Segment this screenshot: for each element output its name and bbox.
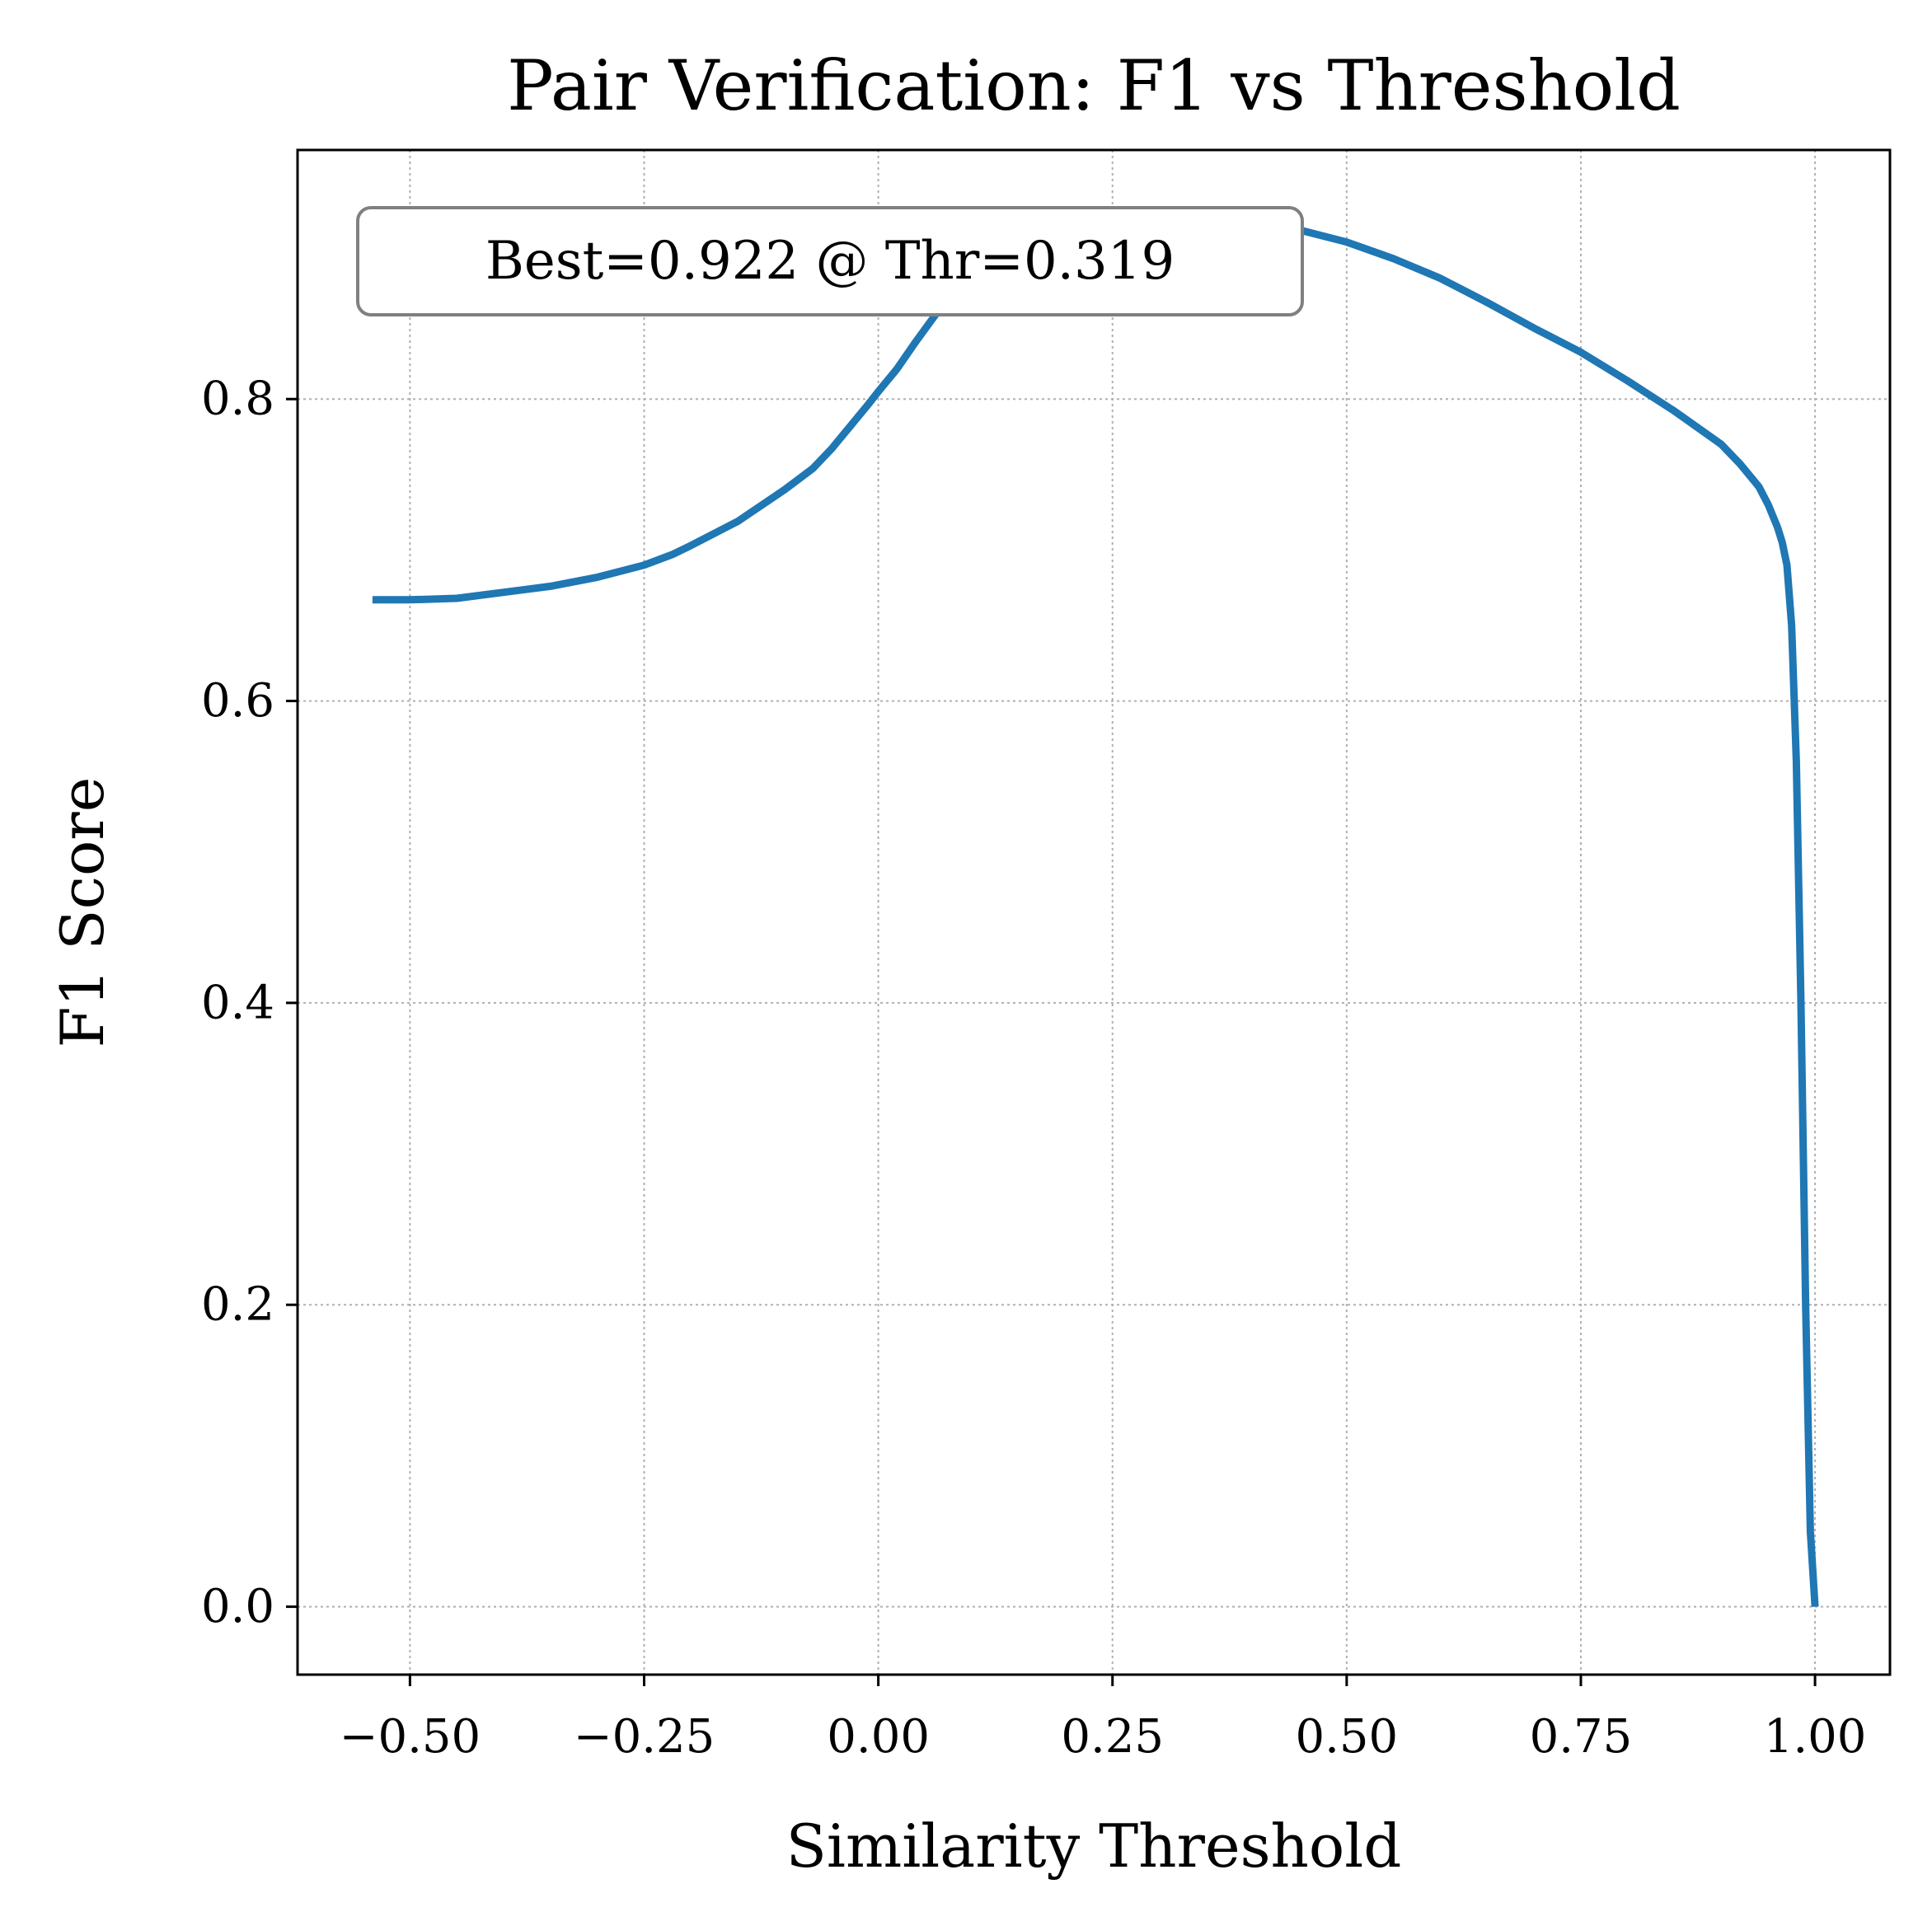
plot-frame [296, 148, 1892, 1676]
x-axis-label: Similarity Threshold [786, 1811, 1402, 1881]
x-tick-label: 0.50 [1296, 1710, 1399, 1764]
grid-lines [298, 150, 1890, 1675]
x-tick-label: 0.25 [1061, 1710, 1164, 1764]
y-tick-label: 0.2 [201, 1278, 274, 1332]
series-lines [372, 211, 1819, 1607]
f1-curve-line [372, 211, 1819, 1607]
x-tick-label: 0.75 [1530, 1710, 1633, 1764]
x-tick-label: −0.25 [574, 1710, 715, 1764]
y-tick-label: 0.0 [201, 1580, 274, 1633]
x-tick-label: −0.50 [340, 1710, 481, 1764]
chart-title: Pair Verification: F1 vs Threshold [507, 45, 1681, 126]
y-tick-label: 0.8 [201, 373, 274, 426]
x-tick-label: 1.00 [1764, 1710, 1867, 1764]
y-tick-label: 0.6 [201, 674, 274, 728]
x-tick-label: 0.00 [827, 1710, 930, 1764]
annotation-text: Best=0.922 @ Thr=0.319 [485, 231, 1175, 292]
x-ticks: −0.50 −0.25 0.00 0.25 0.50 0.75 1.00 [340, 1675, 1867, 1764]
y-tick-label: 0.4 [201, 976, 274, 1029]
y-ticks: 0.0 0.2 0.4 0.6 0.8 [201, 373, 298, 1633]
y-axis-label: F1 Score [48, 777, 117, 1048]
best-annotation: Best=0.922 @ Thr=0.319 [356, 206, 1304, 316]
annotation-box [356, 206, 1304, 316]
